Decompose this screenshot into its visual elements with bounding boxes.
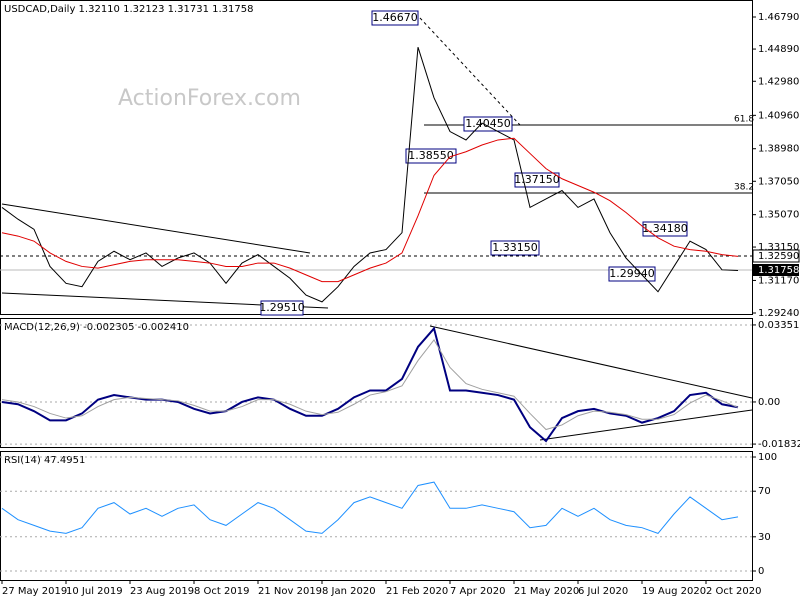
fib-label: 61.8 xyxy=(734,115,754,125)
series-line xyxy=(1,481,739,534)
x-tick-label: 21 May 2020 xyxy=(514,586,579,597)
y-tick-label: -0.018324 xyxy=(758,439,800,450)
trend-line xyxy=(1,203,311,254)
x-tick-label: 6 Jul 2020 xyxy=(578,586,628,597)
y-tick-label: 1.37050 xyxy=(758,176,799,187)
price-label: 1.31758 xyxy=(758,265,799,276)
y-tick-label: 100 xyxy=(758,452,777,463)
annotation: 1.33150 xyxy=(492,241,538,254)
label-box xyxy=(490,240,540,256)
x-tick-label: 23 Aug 2019 xyxy=(130,586,194,597)
label-box xyxy=(405,148,457,164)
annotation: 1.29940 xyxy=(609,267,655,280)
x-tick-label: 21 Feb 2020 xyxy=(386,586,448,597)
y-tick-label: 0 xyxy=(758,566,764,577)
trend-line xyxy=(419,17,521,126)
fib-label: 38.2 xyxy=(734,183,754,193)
label-box xyxy=(371,10,419,26)
y-tick-label: 0.00 xyxy=(758,397,780,408)
series-line xyxy=(1,339,739,431)
label-box xyxy=(514,172,560,188)
label-box xyxy=(463,116,513,132)
annotation: 1.29510 xyxy=(259,301,305,314)
y-tick-label: 1.33150 xyxy=(758,242,799,253)
y-tick-label: 1.29240 xyxy=(758,308,799,319)
annotation: 1.37150 xyxy=(514,173,560,186)
y-tick-label: 1.31170 xyxy=(758,275,799,286)
x-tick-label: 10 Jul 2019 xyxy=(66,586,123,597)
x-tick-label: 8 Jan 2020 xyxy=(322,586,376,597)
y-tick-label: 30 xyxy=(758,532,771,543)
price-box xyxy=(753,264,799,276)
series-line xyxy=(1,326,739,443)
x-tick-label: 2 Oct 2020 xyxy=(706,586,761,597)
trend-line xyxy=(539,409,753,441)
annotation: 1.46670 xyxy=(372,11,418,24)
x-tick-label: 7 Apr 2020 xyxy=(450,586,505,597)
label-box xyxy=(608,266,656,282)
chart-title: MACD(12,26,9) -0.002305 -0.002410 xyxy=(4,322,189,333)
annotations: 1.46670 1.38550 1.40450 1.37150 1.33150 … xyxy=(259,10,800,316)
rsi-panel xyxy=(0,451,753,581)
annotation: 1.40450 xyxy=(465,117,511,130)
trend-line xyxy=(429,325,753,399)
y-tick-label: 1.40960 xyxy=(758,110,799,121)
y-tick-label: 1.35070 xyxy=(758,210,799,221)
label-box xyxy=(642,221,688,237)
annotation: 1.34180 xyxy=(642,222,688,235)
x-tick-label: 21 Nov 2019 xyxy=(258,586,322,597)
annotation: 1.38550 xyxy=(408,149,454,162)
price-label: 1.32590 xyxy=(758,251,799,262)
macd-panel xyxy=(0,318,753,448)
watermark: ActionForex.com xyxy=(118,86,301,111)
chart-title: RSI(14) 47.4951 xyxy=(4,455,85,466)
y-tick-label: 1.38980 xyxy=(758,144,799,155)
price-panel xyxy=(0,0,753,315)
y-tick-label: 1.46790 xyxy=(758,12,799,23)
x-tick-label: 8 Oct 2019 xyxy=(194,586,249,597)
x-tick-label: 27 May 2019 xyxy=(2,586,67,597)
price-box xyxy=(752,249,800,263)
y-tick-label: 0.033515 xyxy=(758,320,800,331)
series-line xyxy=(1,47,739,303)
series-line xyxy=(1,137,739,283)
y-tick-label: 1.42980 xyxy=(758,76,799,87)
x-tick-label: 19 Aug 2020 xyxy=(642,586,706,597)
label-box xyxy=(260,300,304,316)
y-tick-label: 70 xyxy=(758,486,771,497)
y-tick-label: 1.44890 xyxy=(758,44,799,55)
chart-title: USDCAD,Daily 1.32110 1.32123 1.31731 1.3… xyxy=(4,4,254,15)
